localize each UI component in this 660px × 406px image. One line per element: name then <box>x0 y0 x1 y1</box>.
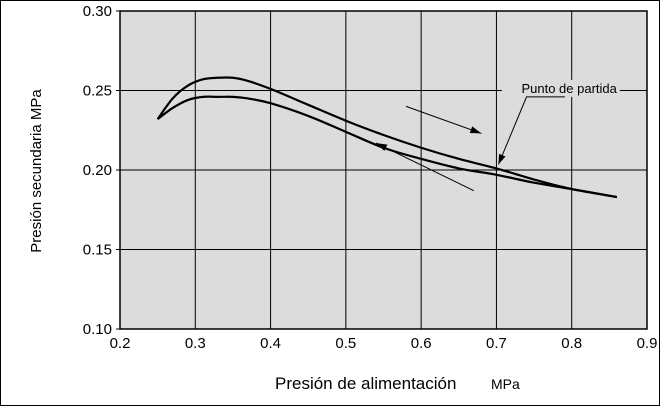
series-line-upper <box>156 76 618 199</box>
x-axis-title: Presión de alimentación <box>275 374 456 393</box>
y-tick-labels: 0.10 0.15 0.20 0.25 0.30 <box>83 3 112 338</box>
annotation-bg <box>501 79 620 97</box>
y-tick-label: 0.10 <box>83 321 112 338</box>
x-tick-label: 0.9 <box>637 335 658 352</box>
y-tick-label: 0.20 <box>83 162 112 179</box>
annotation-layer: Punto de partida <box>497 79 620 165</box>
x-tick-label: 0.3 <box>185 335 206 352</box>
series-line-lower <box>156 95 618 199</box>
x-tick-label: 0.2 <box>110 335 131 352</box>
y-tick-label: 0.25 <box>83 83 112 100</box>
y-tick-label: 0.30 <box>83 3 112 20</box>
direction-arrow-increasing <box>405 105 482 134</box>
y-axis-title: Presión secundaria MPa <box>28 89 45 253</box>
arrowhead <box>469 126 482 134</box>
x-tick-label: 0.4 <box>260 335 281 352</box>
arrow-layer <box>375 105 482 192</box>
x-tick-label: 0.7 <box>486 335 507 352</box>
x-tick-labels: 0.2 0.3 0.4 0.5 0.6 0.7 0.8 0.9 <box>110 335 658 352</box>
annotation-label: Punto de partida <box>521 81 617 96</box>
x-tick-label: 0.5 <box>335 335 356 352</box>
direction-arrow-decreasing <box>375 142 475 192</box>
y-tick-label: 0.15 <box>83 242 112 259</box>
series-layer <box>156 76 618 199</box>
annotation-arrowhead <box>498 153 506 165</box>
arrowhead <box>375 142 388 151</box>
x-tick-label: 0.8 <box>561 335 582 352</box>
x-tick-label: 0.6 <box>411 335 432 352</box>
annotation-leader <box>497 96 565 165</box>
x-axis-unit: MPa <box>491 376 520 392</box>
grid-lines <box>116 10 648 330</box>
